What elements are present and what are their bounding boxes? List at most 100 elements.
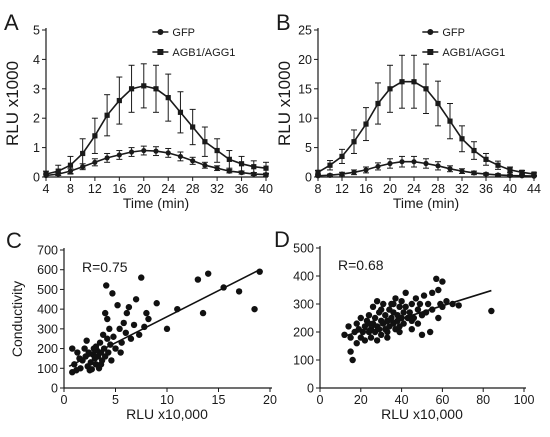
chart-c-scatter-point: [127, 335, 135, 342]
chart-d-scatter-point: [345, 323, 352, 330]
chart-c-scatter-point: [97, 361, 105, 368]
chart-a-agb1-agg1-point: [116, 97, 122, 104]
chart-d-correlation-label: R=0.68: [338, 257, 384, 273]
chart-b-gfp-point: [375, 163, 381, 170]
chart-b-y-axis-title: RLU x1000: [275, 61, 294, 146]
chart-d-scatter-point: [347, 334, 354, 341]
chart-c-scatter-point: [145, 315, 152, 323]
chart-a-agb1-agg1-point: [214, 147, 220, 154]
chart-b-agb1-agg1-point: [411, 79, 417, 85]
chart-d-scatter-point: [396, 323, 403, 330]
chart-b-gfp-point: [411, 159, 417, 165]
chart-d-fit-line: [344, 289, 492, 337]
chart-c-scatter-point: [117, 349, 124, 356]
chart-a-legend-agb1-agg1-label: AGB1/AGG1: [172, 47, 235, 59]
chart-d-scatter-point: [418, 331, 426, 338]
chart-c-y-tick-label: 400: [37, 303, 58, 317]
chart-a-gfp-point: [141, 147, 147, 154]
chart-c-scatter-point: [114, 302, 121, 309]
chart-a-agb1-agg1-point: [43, 171, 49, 177]
chart-d-scatter-point: [416, 300, 424, 308]
chart-c-scatter-point: [99, 331, 107, 338]
chart-d-scatter-point: [365, 312, 373, 319]
chart-c-scatter-point: [194, 276, 202, 283]
chart-d-scatter-point: [347, 348, 354, 355]
chart-d-panel-letter: D: [274, 227, 290, 252]
chart-c-scatter-point: [199, 309, 207, 317]
chart-a-agb1-agg1-point: [251, 164, 257, 170]
chart-a-y-tick-label: 3: [33, 82, 40, 96]
chart-b-agb1-agg1-point: [495, 162, 501, 168]
chart-a-agb1-agg1-point: [226, 156, 232, 162]
chart-d-x-tick-label: 100: [514, 393, 535, 407]
chart-b-agb1-agg1-point: [459, 136, 465, 142]
chart-b-y-tick-label: 20: [298, 53, 312, 67]
chart-a-x-tick-label: 8: [67, 182, 74, 196]
chart-b-y-tick-label: 0: [305, 171, 312, 185]
chart-a-gfp-point: [116, 152, 122, 158]
chart-d-scatter-point: [429, 289, 436, 296]
chart-b-gfp-point: [387, 160, 393, 167]
chart-a-agb1-agg1-point: [238, 161, 245, 167]
chart-b-gfp-point: [339, 171, 345, 177]
chart-b-agb1-agg1-point: [423, 86, 429, 92]
chart-c-scatter-point: [125, 303, 133, 311]
chart-d-scatter-point: [380, 300, 387, 308]
chart-c-scatter-point: [205, 270, 212, 277]
chart-b-x-tick-label: 8: [315, 182, 322, 196]
chart-c-scatter-point: [122, 329, 129, 336]
chart-c-scatter-point: [163, 325, 171, 333]
chart-a-x-tick-label: 16: [112, 182, 126, 196]
chart-c-y-tick-label: 0: [51, 382, 58, 396]
chart-a-agb1-agg1-point: [141, 83, 147, 89]
panel-c-scatter-plot: C 0 100 200 300 400 500 600 700 0 5 10 15 20 RLU x10,0…: [6, 228, 277, 422]
panel-d-scatter-plot: D 0 100 200 300 400 500 0 20 40 60 80 100 RLU x10,000…: [274, 227, 534, 422]
chart-b-legend-gfp-marker: [427, 29, 434, 35]
chart-d-scatter-point: [382, 312, 389, 319]
chart-c-scatter-point: [77, 365, 84, 372]
chart-b-gfp-point: [351, 169, 357, 175]
chart-d-x-tick-label: 40: [395, 393, 409, 407]
chart-b-agb1-agg1-point: [351, 139, 357, 145]
chart-c-correlation-label: R=0.75: [82, 259, 128, 275]
chart-a-gfp-point: [165, 150, 171, 156]
chart-c-y-tick-label: 100: [37, 362, 58, 376]
chart-a-agb1-agg1-point: [263, 165, 269, 171]
chart-c-scatter-point: [123, 309, 131, 317]
chart-d-scatter-point: [406, 309, 413, 316]
chart-a-y-tick-label: 5: [33, 24, 40, 38]
chart-c-scatter-point: [135, 331, 143, 338]
chart-c-y-tick-label: 700: [37, 244, 58, 258]
chart-a-agb1-agg1-point: [128, 86, 135, 92]
chart-d-scatter-point: [388, 314, 395, 322]
chart-d-scatter-point: [369, 303, 377, 310]
chart-a-agb1-agg1-point: [67, 162, 74, 168]
chart-c-scatter-point: [102, 309, 109, 317]
chart-d-y-tick-label: 500: [293, 242, 314, 256]
chart-b-agb1-agg1-point: [447, 118, 453, 124]
chart-a-gfp-point: [226, 168, 232, 174]
chart-d-scatter-point: [412, 295, 420, 302]
chart-a-x-tick-label: 32: [210, 182, 224, 196]
chart-a-panel-letter: A: [4, 10, 19, 35]
chart-b-x-tick-label: 20: [383, 182, 397, 196]
chart-d-scatter-point: [402, 289, 409, 296]
chart-c-x-tick-label: 15: [212, 393, 226, 407]
chart-a-gfp-point: [214, 165, 220, 171]
chart-c-y-tick-label: 600: [37, 263, 58, 277]
chart-a-agb1-agg1-point: [80, 150, 86, 157]
chart-a-legend-gfp-marker: [157, 29, 164, 35]
chart-d-y-tick-label: 400: [293, 270, 314, 284]
chart-d-x-tick-label: 80: [476, 393, 490, 407]
chart-c-scatter-point: [235, 288, 243, 295]
chart-b-x-tick-label: 16: [359, 182, 373, 196]
chart-d-y-tick-label: 300: [293, 298, 314, 312]
chart-d-y-tick-label: 0: [307, 382, 314, 396]
chart-c-scatter-point: [106, 325, 113, 333]
chart-c-scatter-point: [104, 335, 111, 342]
chart-c-scatter-point: [105, 349, 112, 356]
chart-b-gfp-point: [507, 172, 513, 179]
chart-c-scatter-point: [88, 366, 96, 373]
chart-b-gfp-point: [459, 168, 465, 174]
